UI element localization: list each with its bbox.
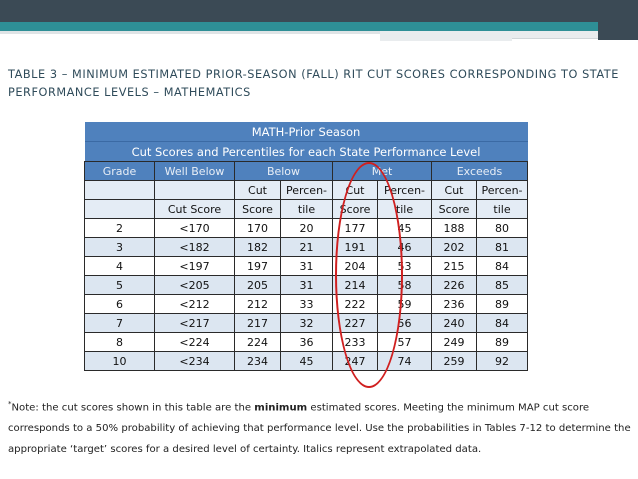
slide-divider-tab — [512, 38, 598, 43]
subheader-cell: Score — [234, 199, 281, 219]
group-header: Below — [234, 161, 333, 181]
table-cell: 45 — [280, 351, 333, 371]
footnote-text-after: estimated scores. Meeting the minimum MA… — [8, 402, 631, 456]
subheader-cell: Score — [431, 199, 477, 219]
table-cell: 217 — [234, 313, 281, 333]
table-cell: 32 — [280, 313, 333, 333]
table-cell: <234 — [154, 351, 235, 371]
table-row: 2 <170 170 20 177 45 188 80 — [84, 218, 528, 238]
table-cell: 89 — [476, 332, 528, 352]
met-column-highlight-oval — [335, 162, 403, 388]
subheader-cell: Cut Score — [154, 199, 235, 219]
grade-cell: 8 — [84, 332, 155, 352]
table-cell: 84 — [476, 256, 528, 276]
table-cell: 89 — [476, 294, 528, 314]
grade-cell: 3 — [84, 237, 155, 257]
table-cell: <224 — [154, 332, 235, 352]
subheader-cell: Cut — [431, 180, 477, 200]
grade-cell: 7 — [84, 313, 155, 333]
table-subbanner: Cut Scores and Percentiles for each Stat… — [84, 141, 528, 162]
cut-score-table-container: MATH-Prior Season Cut Scores and Percent… — [84, 122, 528, 371]
table-footnote: *Note: the cut scores shown in this tabl… — [8, 394, 632, 460]
group-header: Grade — [84, 161, 155, 181]
table-banner: MATH-Prior Season — [84, 122, 528, 142]
table-row: 7 <217 217 32 227 56 240 84 — [84, 313, 528, 333]
table-cell: 188 — [431, 218, 477, 238]
table-cell: 205 — [234, 275, 281, 295]
table-cell: 236 — [431, 294, 477, 314]
cut-score-table: MATH-Prior Season Cut Scores and Percent… — [84, 122, 528, 371]
slide-divider-block — [380, 31, 598, 41]
table-cell: 92 — [476, 351, 528, 371]
table-cell: 20 — [280, 218, 333, 238]
table-cell: 259 — [431, 351, 477, 371]
table-cell: 31 — [280, 275, 333, 295]
table-cell: 85 — [476, 275, 528, 295]
table-row: 10 <234 234 45 247 74 259 92 — [84, 351, 528, 371]
subheader-cell: Percen- — [280, 180, 333, 200]
table-cell: 215 — [431, 256, 477, 276]
table-cell: 234 — [234, 351, 281, 371]
table-row: 3 <182 182 21 191 46 202 81 — [84, 237, 528, 257]
table-cell: 21 — [280, 237, 333, 257]
subheader-cell — [84, 199, 155, 219]
table-cell: 212 — [234, 294, 281, 314]
grade-cell: 10 — [84, 351, 155, 371]
table-cell: 170 — [234, 218, 281, 238]
grade-cell: 4 — [84, 256, 155, 276]
table-cell: 36 — [280, 332, 333, 352]
table-cell: <212 — [154, 294, 235, 314]
slide-corner-block — [598, 0, 638, 40]
subheader-cell — [154, 180, 235, 200]
grade-cell: 6 — [84, 294, 155, 314]
slide-divider-line — [0, 31, 380, 34]
table-cell: 182 — [234, 237, 281, 257]
grade-cell: 2 — [84, 218, 155, 238]
subheader-cell: Percen- — [476, 180, 528, 200]
table-cell: <182 — [154, 237, 235, 257]
table-title: TABLE 3 – MINIMUM ESTIMATED PRIOR-SEASON… — [8, 68, 619, 99]
table-row: 5 <205 205 31 214 58 226 85 — [84, 275, 528, 295]
footnote-text-before: Note: the cut scores shown in this table… — [11, 402, 255, 414]
subheader-cell: tile — [476, 199, 528, 219]
table-row: 4 <197 197 31 204 53 215 84 — [84, 256, 528, 276]
group-header: Exceeds — [431, 161, 528, 181]
table-cell: 226 — [431, 275, 477, 295]
table-cell: <197 — [154, 256, 235, 276]
table-cell: <217 — [154, 313, 235, 333]
table-cell: 202 — [431, 237, 477, 257]
table-cell: 31 — [280, 256, 333, 276]
table-cell: 249 — [431, 332, 477, 352]
table-cell: <205 — [154, 275, 235, 295]
table-cell: 84 — [476, 313, 528, 333]
table-cell: 240 — [431, 313, 477, 333]
group-header: Well Below — [154, 161, 235, 181]
subheader-cell — [84, 180, 155, 200]
slide-header-bar — [0, 0, 598, 22]
table-row: 6 <212 212 33 222 59 236 89 — [84, 294, 528, 314]
table-row: 8 <224 224 36 233 57 249 89 — [84, 332, 528, 352]
slide-accent-stripe — [0, 22, 598, 31]
subheader-cell: Percen- — [377, 180, 432, 200]
table-cell: 33 — [280, 294, 333, 314]
subheader-cell: Cut — [234, 180, 281, 200]
table-cell: 80 — [476, 218, 528, 238]
table-cell: 81 — [476, 237, 528, 257]
footnote-bold-word: minimum — [254, 402, 308, 414]
grade-cell: 5 — [84, 275, 155, 295]
footnote-marker: * — [8, 400, 12, 408]
table-cell: <170 — [154, 218, 235, 238]
table-cell: 224 — [234, 332, 281, 352]
table-cell: 197 — [234, 256, 281, 276]
subheader-cell: tile — [280, 199, 333, 219]
